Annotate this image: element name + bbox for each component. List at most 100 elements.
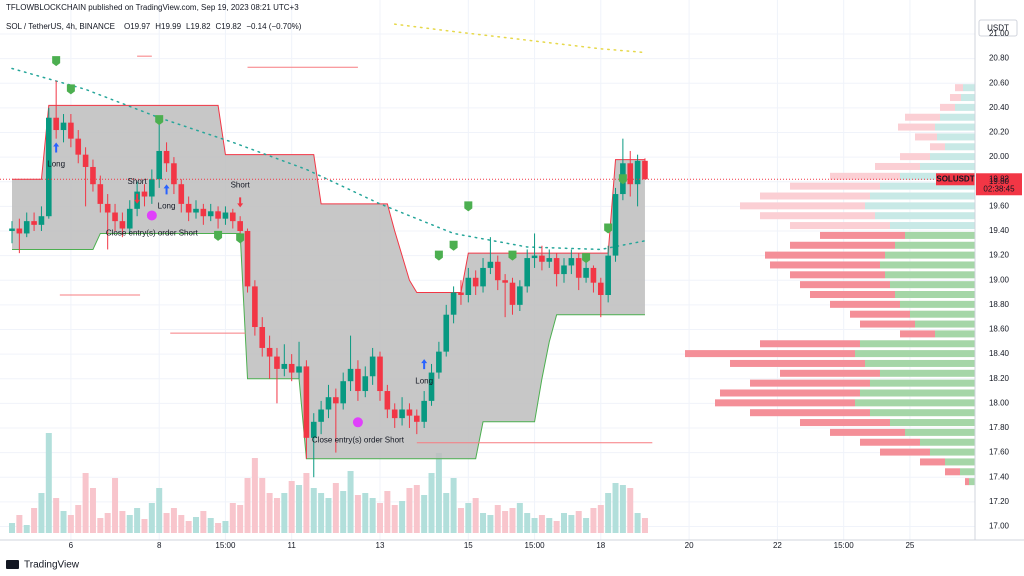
volume-bar xyxy=(413,485,420,533)
volume-bar xyxy=(178,515,185,533)
volume-bar xyxy=(126,515,133,533)
x-tick-label: 15:00 xyxy=(215,541,236,550)
x-tick-label: 18 xyxy=(596,541,605,550)
short-arrow xyxy=(237,197,244,208)
signal-flag xyxy=(52,56,61,67)
volume-bar xyxy=(325,498,332,533)
candle-body xyxy=(230,212,236,222)
volume-bar xyxy=(354,495,361,533)
ohlc-value: H19.99 xyxy=(155,22,181,31)
candle-body xyxy=(318,409,324,422)
candle-body xyxy=(384,391,391,410)
candle-body xyxy=(377,356,383,392)
volume-bar xyxy=(465,503,472,533)
volume-bar xyxy=(568,515,575,533)
candle-body xyxy=(443,314,450,352)
profile-sell xyxy=(940,103,955,111)
y-tick-label: 19.80 xyxy=(989,177,1010,186)
profile-sell xyxy=(898,123,935,131)
profile-buy xyxy=(963,84,975,92)
signal-flag xyxy=(508,250,517,261)
candle-body xyxy=(178,184,185,204)
x-tick-label: 15 xyxy=(464,541,473,550)
volume-bar xyxy=(67,515,74,533)
short-arrow xyxy=(134,193,141,204)
long-arrow xyxy=(421,359,428,370)
candle-body xyxy=(244,230,251,287)
volume-bar xyxy=(362,493,369,533)
candle-body xyxy=(90,166,96,185)
x-tick-label: 20 xyxy=(685,541,694,550)
candle-body xyxy=(9,228,15,231)
candle-body xyxy=(414,415,420,422)
candle-body xyxy=(222,212,229,219)
profile-sell xyxy=(760,192,870,200)
volume-bar xyxy=(60,511,67,533)
profile-sell xyxy=(900,330,935,338)
upper-average xyxy=(393,23,646,54)
profile-sell xyxy=(920,458,945,466)
candle-body xyxy=(112,212,118,222)
candle-body xyxy=(288,363,295,373)
y-tick-label: 17.40 xyxy=(989,472,1010,481)
candle-body xyxy=(259,327,266,348)
profile-sell xyxy=(760,212,875,220)
profile-sell xyxy=(830,300,900,308)
profile-buy xyxy=(875,212,975,220)
candle-body xyxy=(406,409,413,416)
candle-body xyxy=(605,255,611,296)
candle-body xyxy=(126,208,133,229)
x-tick-label: 13 xyxy=(376,541,385,550)
candle-body xyxy=(53,117,59,131)
symbol: SOL / TetherUS, 4h, BINANCE xyxy=(6,22,115,31)
volume-bar xyxy=(193,517,199,533)
profile-sell xyxy=(905,113,940,121)
y-tick-label: 18.80 xyxy=(989,300,1010,309)
signal-flag xyxy=(434,250,443,261)
volume-bar xyxy=(134,508,141,533)
volume-bar xyxy=(23,525,30,533)
profile-buy xyxy=(855,350,975,358)
currency-box xyxy=(978,19,1018,37)
candle-body xyxy=(333,397,339,404)
currency: USDT xyxy=(987,24,1009,33)
candle-body xyxy=(524,258,530,287)
y-tick-label: 17.80 xyxy=(989,423,1010,432)
candle-body xyxy=(428,372,435,401)
volume-bar xyxy=(619,485,626,533)
profile-buy xyxy=(865,202,975,210)
signal-flag xyxy=(464,201,473,212)
candle-body xyxy=(399,409,405,419)
volume-bar xyxy=(443,493,450,533)
candle-body xyxy=(303,366,310,438)
profile-sell xyxy=(860,320,915,328)
volume-profile xyxy=(685,84,975,486)
candle-body xyxy=(31,221,37,225)
candle-body xyxy=(502,280,508,283)
profile-buy xyxy=(920,438,975,446)
x-tick-label: 25 xyxy=(905,541,914,550)
candle-body xyxy=(38,216,45,225)
candle-body xyxy=(355,368,361,392)
candle-body xyxy=(163,150,170,164)
candle-body xyxy=(200,208,207,217)
y-tick-label: 17.20 xyxy=(989,497,1010,506)
ohlc-value: −0.14 (−0.70%) xyxy=(246,22,301,31)
profile-sell xyxy=(760,340,860,348)
profile-sell xyxy=(830,172,900,180)
candle-body xyxy=(97,184,104,204)
profile-buy xyxy=(890,419,975,427)
volume-bar xyxy=(605,493,612,533)
profile-buy xyxy=(885,251,975,259)
y-tick-label: 20.40 xyxy=(989,103,1010,112)
volume-bar xyxy=(318,493,325,533)
candle-body xyxy=(156,150,162,180)
volume-bar xyxy=(45,433,52,533)
candle-body xyxy=(436,351,442,373)
volume-bar xyxy=(53,498,60,533)
volume-bar xyxy=(340,491,347,533)
profile-sell xyxy=(860,438,920,446)
candle-body xyxy=(119,221,126,229)
volume-bar xyxy=(266,493,273,533)
profile-buy xyxy=(935,123,975,131)
